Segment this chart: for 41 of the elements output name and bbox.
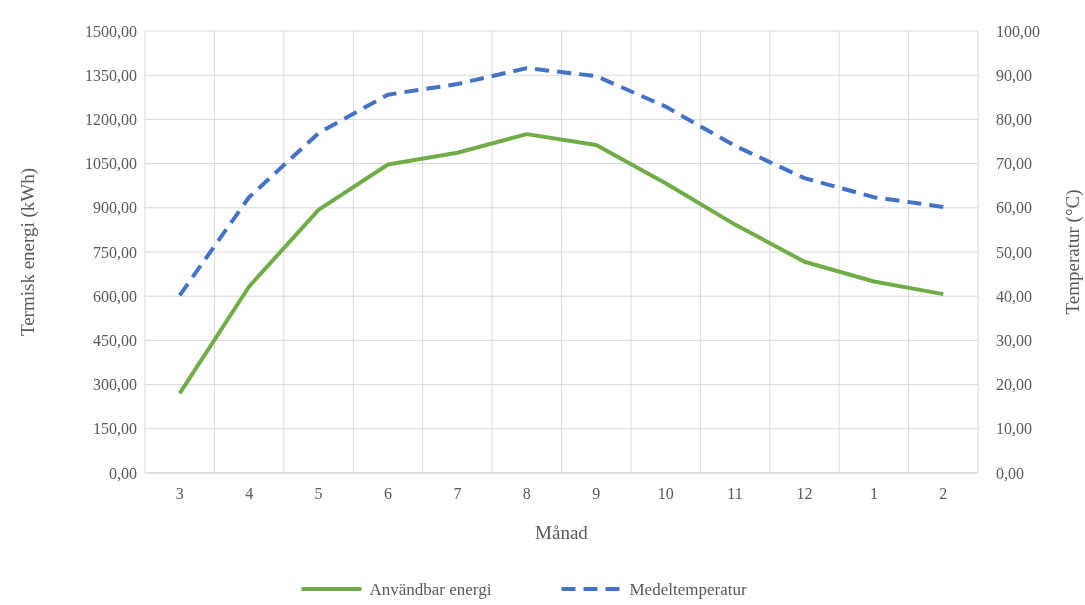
y2-tick-label: 60,00 [996,199,1032,217]
x-tick-label: 1 [869,485,878,502]
x-axis-title: Månad [535,522,589,543]
line-series [177,66,946,298]
x-tick-label: 8 [522,485,531,502]
legend-label: Medeltemperatur [629,580,747,599]
x-tick-label: 11 [727,485,743,502]
x-tick-label: 10 [657,485,674,502]
y2-tick-label: 40,00 [996,287,1032,305]
line-series [177,132,946,396]
y-tick-label: 600,00 [93,287,137,305]
y2-tick-label: 10,00 [996,420,1032,438]
y-tick-label: 0,00 [109,464,137,482]
x-tick-label: 6 [383,485,392,502]
y-axis-title: Termisk energi (kWh) [17,167,39,337]
y2-axis-title: Temperatur (°C) [1062,189,1084,315]
x-tick-label: 7 [453,485,462,502]
y2-tick-label: 80,00 [996,111,1032,128]
x-tick-label: 12 [796,485,813,502]
y-tick-label: 150,00 [93,420,137,438]
y2-tick-label: 70,00 [996,155,1032,173]
x-tick-label: 4 [245,485,254,502]
y-tick-label: 1200,00 [85,111,137,128]
x-tick-label: 9 [592,485,601,502]
x-tick-label: 3 [175,485,184,502]
y-tick-label: 900,00 [93,199,137,217]
y-tick-label: 1350,00 [85,66,137,84]
y-tick-label: 1050,00 [85,155,137,173]
x-tick-label: 5 [314,485,323,502]
y2-tick-label: 100,00 [996,22,1040,40]
y-tick-label: 1500,00 [85,22,137,40]
x-tick-label: 2 [939,485,948,502]
y-tick-label: 300,00 [93,376,137,394]
y-tick-label: 750,00 [93,243,137,261]
legend-label: Användbar energi [369,580,492,599]
y2-tick-label: 0,00 [996,464,1024,482]
y2-tick-label: 90,00 [996,66,1032,84]
y2-tick-label: 50,00 [996,243,1032,261]
y2-tick-label: 30,00 [996,332,1032,349]
y2-tick-label: 20,00 [996,376,1032,394]
y-tick-label: 450,00 [93,332,137,349]
